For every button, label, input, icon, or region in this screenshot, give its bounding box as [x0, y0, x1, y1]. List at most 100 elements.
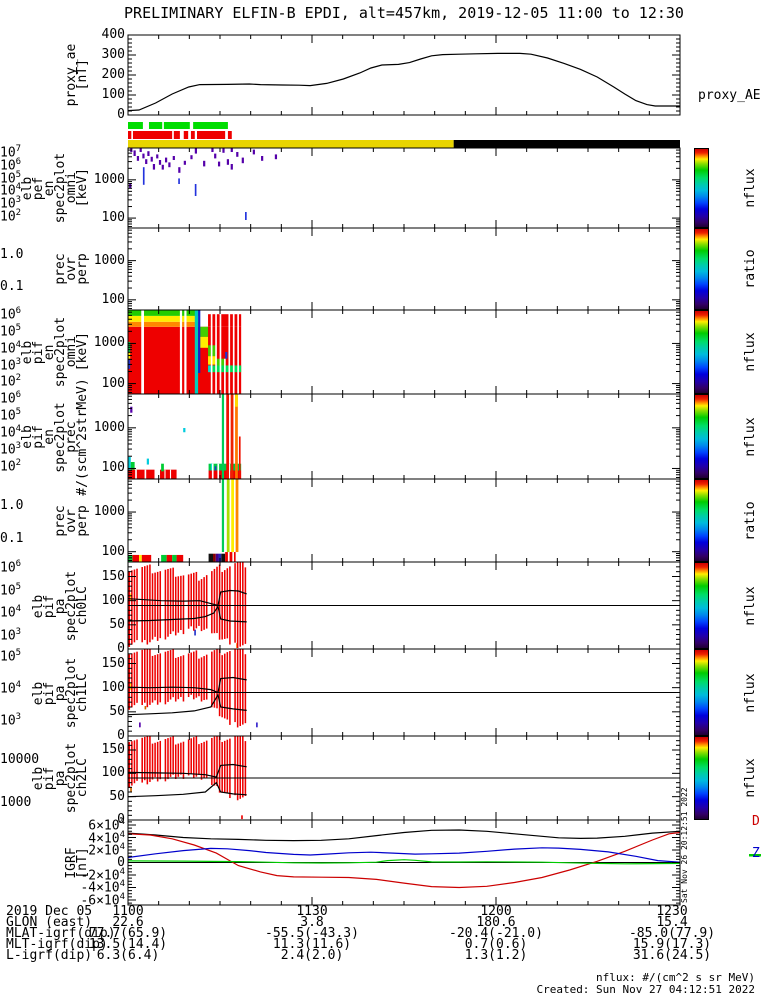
spectrogram-block — [230, 394, 234, 479]
line-series — [127, 829, 681, 842]
y-tick-label: 100 — [101, 210, 125, 226]
spectrogram-block — [235, 479, 239, 553]
spectrogram-block — [228, 463, 231, 479]
spectrogram-block — [225, 552, 228, 562]
pa-stripe — [190, 652, 192, 695]
colorbar-tick-label: 103 — [0, 441, 22, 458]
panel-ylabel-wrap: proxy_ae [nT] — [0, 35, 90, 115]
spectrogram-block — [164, 469, 166, 479]
spectrogram-block — [128, 358, 131, 369]
pa-stripe — [218, 736, 221, 793]
y-tick-label: 0 — [117, 854, 125, 870]
spectrogram-block — [128, 554, 133, 562]
availability-bar-segment — [173, 131, 180, 139]
colorbar — [694, 148, 709, 228]
ephemeris-row-label: GLON (east) — [6, 915, 93, 930]
spectrogram-block — [194, 184, 197, 196]
colorbar-tick-label: 107 — [0, 144, 22, 161]
pa-stripe — [242, 562, 244, 646]
y-tick-label: 4×104 — [88, 829, 125, 846]
spectrogram-block — [198, 310, 201, 373]
spectrogram-block — [150, 156, 153, 162]
side-timestamp: Sat Nov 26 20:12:51 2022 — [680, 787, 689, 903]
spectrogram-block — [274, 154, 278, 160]
spectrogram-block — [128, 321, 199, 327]
spectrogram-block — [141, 554, 152, 562]
spectrogram-block — [211, 463, 214, 479]
y-tick-label: 1000 — [93, 171, 125, 187]
pa-stripe — [156, 741, 159, 782]
colorbar-unit-label: nflux — [743, 672, 758, 713]
spectrogram-block — [133, 150, 136, 156]
pa-stripe — [172, 567, 174, 632]
pa-stripe — [193, 572, 195, 631]
spectrogram-block — [130, 462, 135, 474]
ephemeris-value: 77.7(65.9) — [88, 926, 168, 941]
spectrogram-block — [142, 167, 145, 185]
ephemeris-row-label: L-igrf(dip) — [6, 948, 93, 963]
spectrogram-block — [238, 436, 241, 479]
spectrogram-block — [208, 463, 242, 471]
availability-bar-segment — [197, 131, 226, 139]
colorbar-tick-label: 104 — [0, 424, 22, 441]
pa-stripe — [216, 649, 218, 709]
pa-stripe — [190, 573, 192, 627]
panel-ylabel: elb pif pa spec2plot ch2LC — [31, 742, 90, 814]
ephemeris-value: 1.3(1.2) — [464, 948, 528, 963]
spectrogram-block — [172, 554, 177, 562]
y-tick-label: 100 — [101, 460, 125, 476]
panel-ylabel: elb pif pa spec2plot ch1LC — [31, 657, 90, 728]
colorbar-unit-label: nflux — [743, 758, 758, 798]
ephemeris-value: 6.3(6.4) — [96, 948, 160, 963]
spectrogram-block — [178, 167, 181, 173]
pa-stripe — [239, 562, 242, 647]
pa-stripe — [159, 740, 162, 780]
availability-bar-segment — [132, 131, 173, 139]
pa-stripe — [143, 649, 146, 703]
spectrogram-block — [213, 553, 216, 562]
pa-stripe — [180, 656, 182, 697]
colorbar-unit-wrap: nflux — [740, 649, 758, 736]
pa-stripe — [159, 653, 162, 703]
ephemeris-value: 180.6 — [476, 915, 516, 930]
spectrogram-block — [252, 149, 255, 155]
ephemeris-value: 1130 — [296, 904, 328, 919]
y-tick-label: 0 — [117, 728, 125, 743]
spectrogram-block — [141, 310, 145, 394]
pa-stripe — [159, 571, 162, 639]
colorbar-tick-label: 103 — [0, 356, 22, 373]
colorbar-unit-wrap: nflux — [740, 736, 758, 820]
y-tick-label: 0 — [117, 641, 125, 656]
pa-stripe — [223, 653, 226, 719]
y-tick-label: 1000 — [93, 504, 125, 520]
pa-stripe — [141, 737, 143, 783]
pa-stripe — [182, 655, 185, 702]
pa-stripe — [203, 656, 205, 701]
pa-stripe — [182, 575, 185, 635]
pa-stripe — [141, 649, 143, 706]
pa-stripe — [198, 580, 200, 626]
losscone-line — [127, 604, 247, 623]
ephemeris-value: 15.4 — [656, 915, 688, 930]
colorbar-tick-label: 103 — [0, 627, 22, 644]
spectrogram-block — [184, 310, 187, 394]
colorbar-tick-label: 106 — [0, 156, 22, 174]
colorbar-unit-wrap: nflux — [740, 148, 758, 228]
colorbar-tick-label: 105 — [0, 647, 22, 665]
pa-stripe — [187, 739, 190, 776]
pa-stripe — [244, 741, 247, 796]
spectrogram-block — [217, 161, 221, 167]
spectrogram-block — [219, 310, 222, 394]
spectrogram-block — [194, 629, 196, 636]
ephemeris-value: -55.5(-43.3) — [265, 926, 359, 941]
spectrogram-block — [128, 469, 155, 479]
legend-entry-D: D — [752, 814, 760, 829]
spectrogram-block — [236, 152, 239, 157]
spectrogram-block — [169, 469, 172, 479]
colorbar-unit-wrap: nflux — [740, 394, 758, 479]
ephemeris-value: 13.5(14.4) — [88, 937, 168, 952]
y-tick-label: 400 — [101, 27, 125, 42]
line-series — [127, 847, 681, 863]
spectrogram-block — [156, 154, 159, 159]
colorbar-tick-label: 1.0 — [0, 498, 24, 514]
